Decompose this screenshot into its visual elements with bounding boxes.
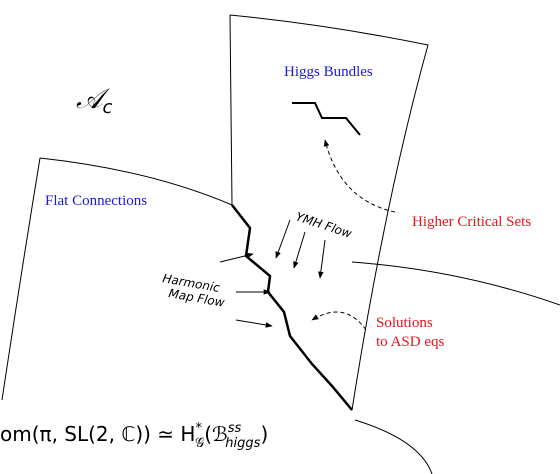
dashed-arrow [312,312,366,330]
space-label: 𝒜c [76,84,113,118]
flow-arrow [294,232,305,268]
ymh-label: YMH Flow [294,210,354,241]
third-sheet [352,262,560,474]
flow-arrow [320,240,325,278]
flow-arrow [236,320,272,326]
formula-sup: * [195,421,202,436]
formula-sub: higgs [225,436,260,451]
diagram: 𝒜c Higgs Bundles Flat Connections YMH Fl… [0,0,560,474]
space-subscript: c [103,97,113,118]
higgs-icon [292,103,360,135]
critical-label: Higher Critical Sets [412,214,531,230]
solutions-label: Solutions [376,315,433,331]
solutions-label: to ASD eqs [376,334,445,350]
higgs-label: Higgs Bundles [284,64,373,80]
formula-main: om(π, SL(2, ℂ)) ≃ H [0,422,195,446]
dashed-arrow [325,140,395,212]
formula-close: ) [260,422,268,446]
formula-sup: ss [228,421,242,436]
formula-sub: 𝒢 [195,436,204,451]
flat-label: Flat Connections [45,193,147,209]
formula-open: (ℬ [204,422,228,446]
flow-arrow [276,220,290,258]
